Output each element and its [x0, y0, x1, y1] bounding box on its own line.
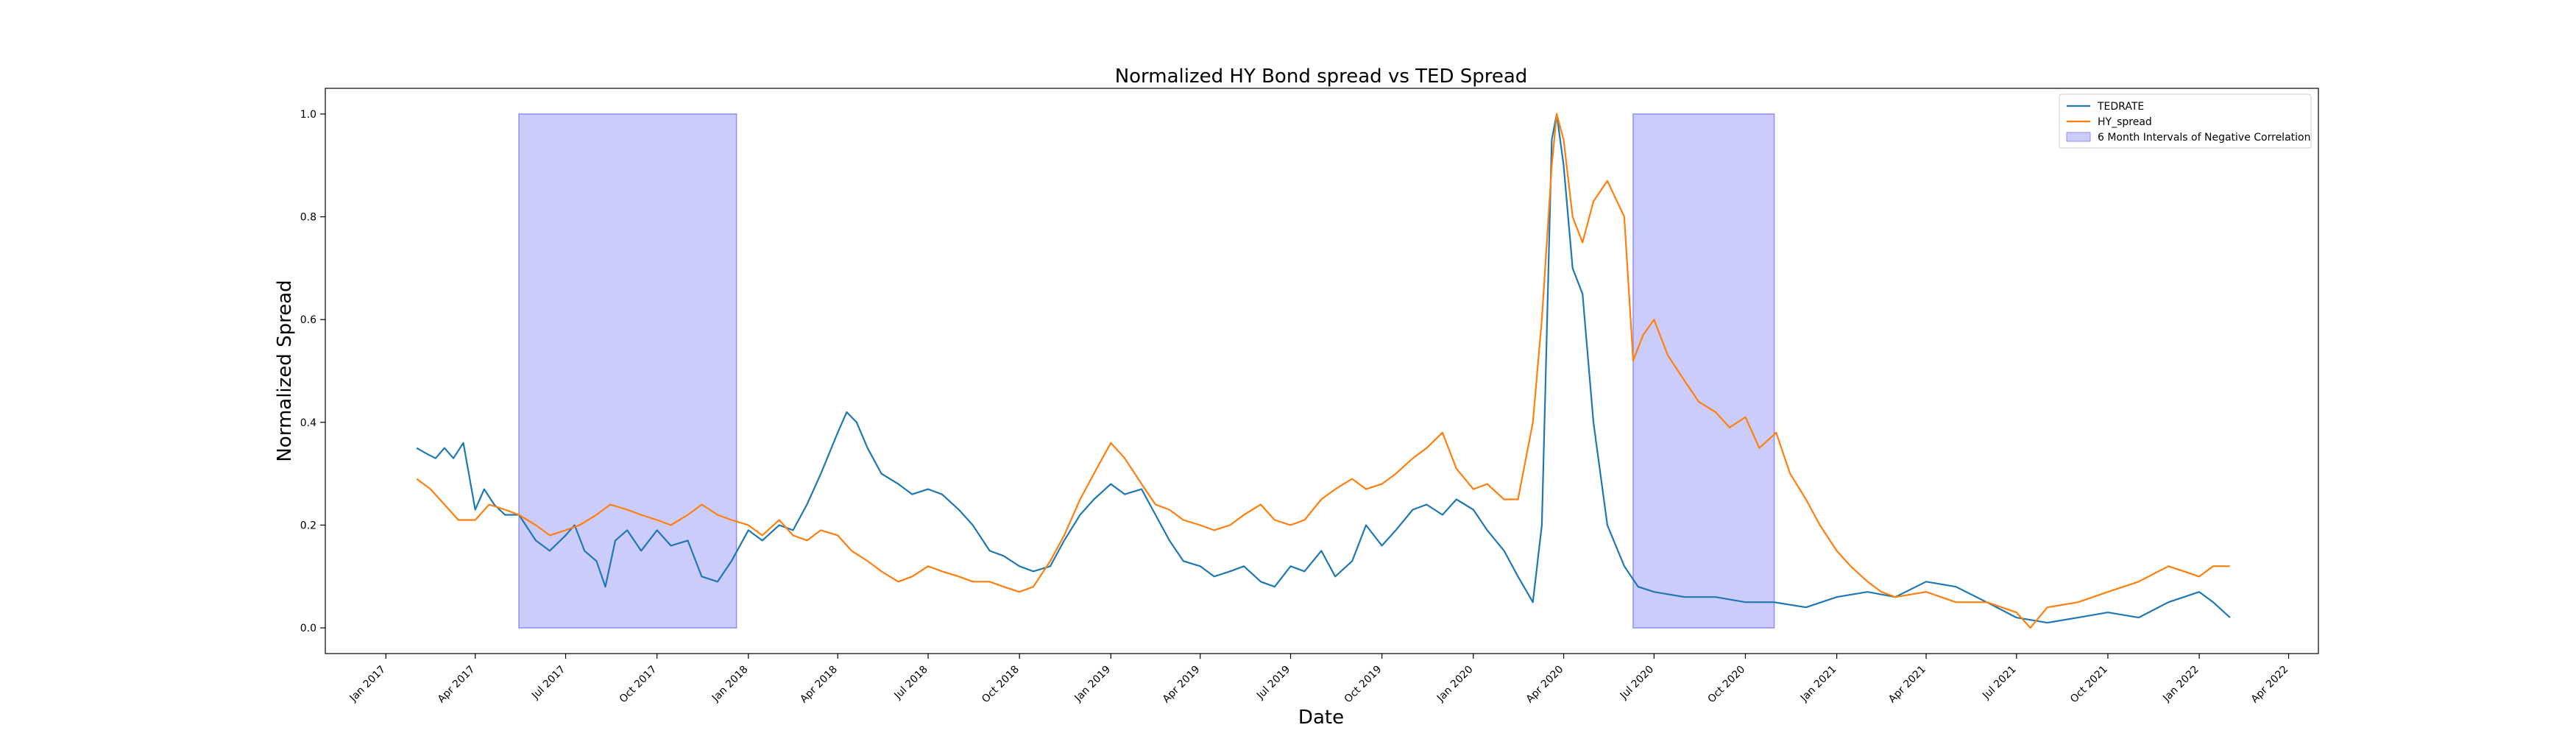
x-tick-label: Apr 2022 [2249, 664, 2291, 706]
x-tick-label: Jul 2021 [1980, 664, 2018, 702]
axes-frame [325, 88, 2319, 654]
x-tick-label: Oct 2020 [1706, 664, 1748, 706]
y-tick-label: 0.4 [300, 417, 316, 429]
series-line-tedrate [416, 113, 2231, 624]
x-tick-label: Apr 2018 [798, 664, 840, 706]
chart-title: Normalized HY Bond spread vs TED Spread [1115, 66, 1528, 88]
y-axis-ticks: 0.0 0.2 0.4 0.6 0.8 1.0 [300, 109, 325, 634]
x-tick-label: Oct 2017 [618, 664, 659, 706]
x-tick-label: Oct 2021 [2068, 664, 2110, 706]
x-axis-label: Date [1298, 707, 1344, 729]
x-tick-label: Oct 2019 [1342, 664, 1384, 706]
legend-label: 6 Month Intervals of Negative Correlatio… [2098, 132, 2310, 144]
x-tick-label: Jul 2017 [529, 664, 567, 702]
legend-label: HY_spread [2098, 116, 2152, 128]
x-tick-label: Jan 2022 [2160, 664, 2201, 705]
x-tick-label: Apr 2017 [436, 664, 478, 706]
x-tick-label: Jul 2018 [892, 664, 930, 702]
x-tick-label: Jul 2020 [1618, 664, 1656, 702]
negative-correlation-region-2 [1632, 113, 1775, 629]
x-axis-ticks: Jan 2017 Apr 2017 Jul 2017 Oct 2017 Jan 2018… [347, 654, 2291, 706]
legend-box [2059, 93, 2312, 149]
series-lines [416, 113, 2231, 629]
x-tick-label: Jan 2020 [1434, 664, 1476, 705]
legend: TEDRATE HY_spread 6 Month Intervals of Neg… [2059, 93, 2312, 149]
x-tick-label: Apr 2019 [1161, 664, 1203, 706]
x-tick-label: Jul 2019 [1254, 664, 1292, 702]
x-tick-label: Apr 2021 [1886, 664, 1928, 706]
x-tick-label: Jan 2019 [1072, 664, 1113, 705]
legend-swatch [2066, 132, 2091, 142]
y-tick-label: 0.0 [300, 623, 316, 634]
y-tick-label: 0.2 [300, 520, 316, 531]
x-tick-label: Apr 2020 [1524, 664, 1566, 706]
y-tick-label: 0.6 [300, 314, 316, 326]
y-tick-label: 1.0 [300, 109, 316, 121]
series-line-hy-spread [416, 113, 2230, 629]
x-tick-label: Jan 2021 [1798, 664, 1839, 705]
negative-correlation-region-1 [518, 113, 737, 629]
y-axis-label: Normalized Spread [274, 280, 296, 461]
x-tick-label: Oct 2018 [980, 664, 1022, 706]
x-tick-label: Jan 2018 [710, 664, 751, 705]
shaded-regions [518, 113, 1775, 629]
legend-label: TEDRATE [2097, 101, 2144, 113]
y-tick-label: 0.8 [300, 212, 316, 224]
x-tick-label: Jan 2017 [347, 664, 389, 705]
